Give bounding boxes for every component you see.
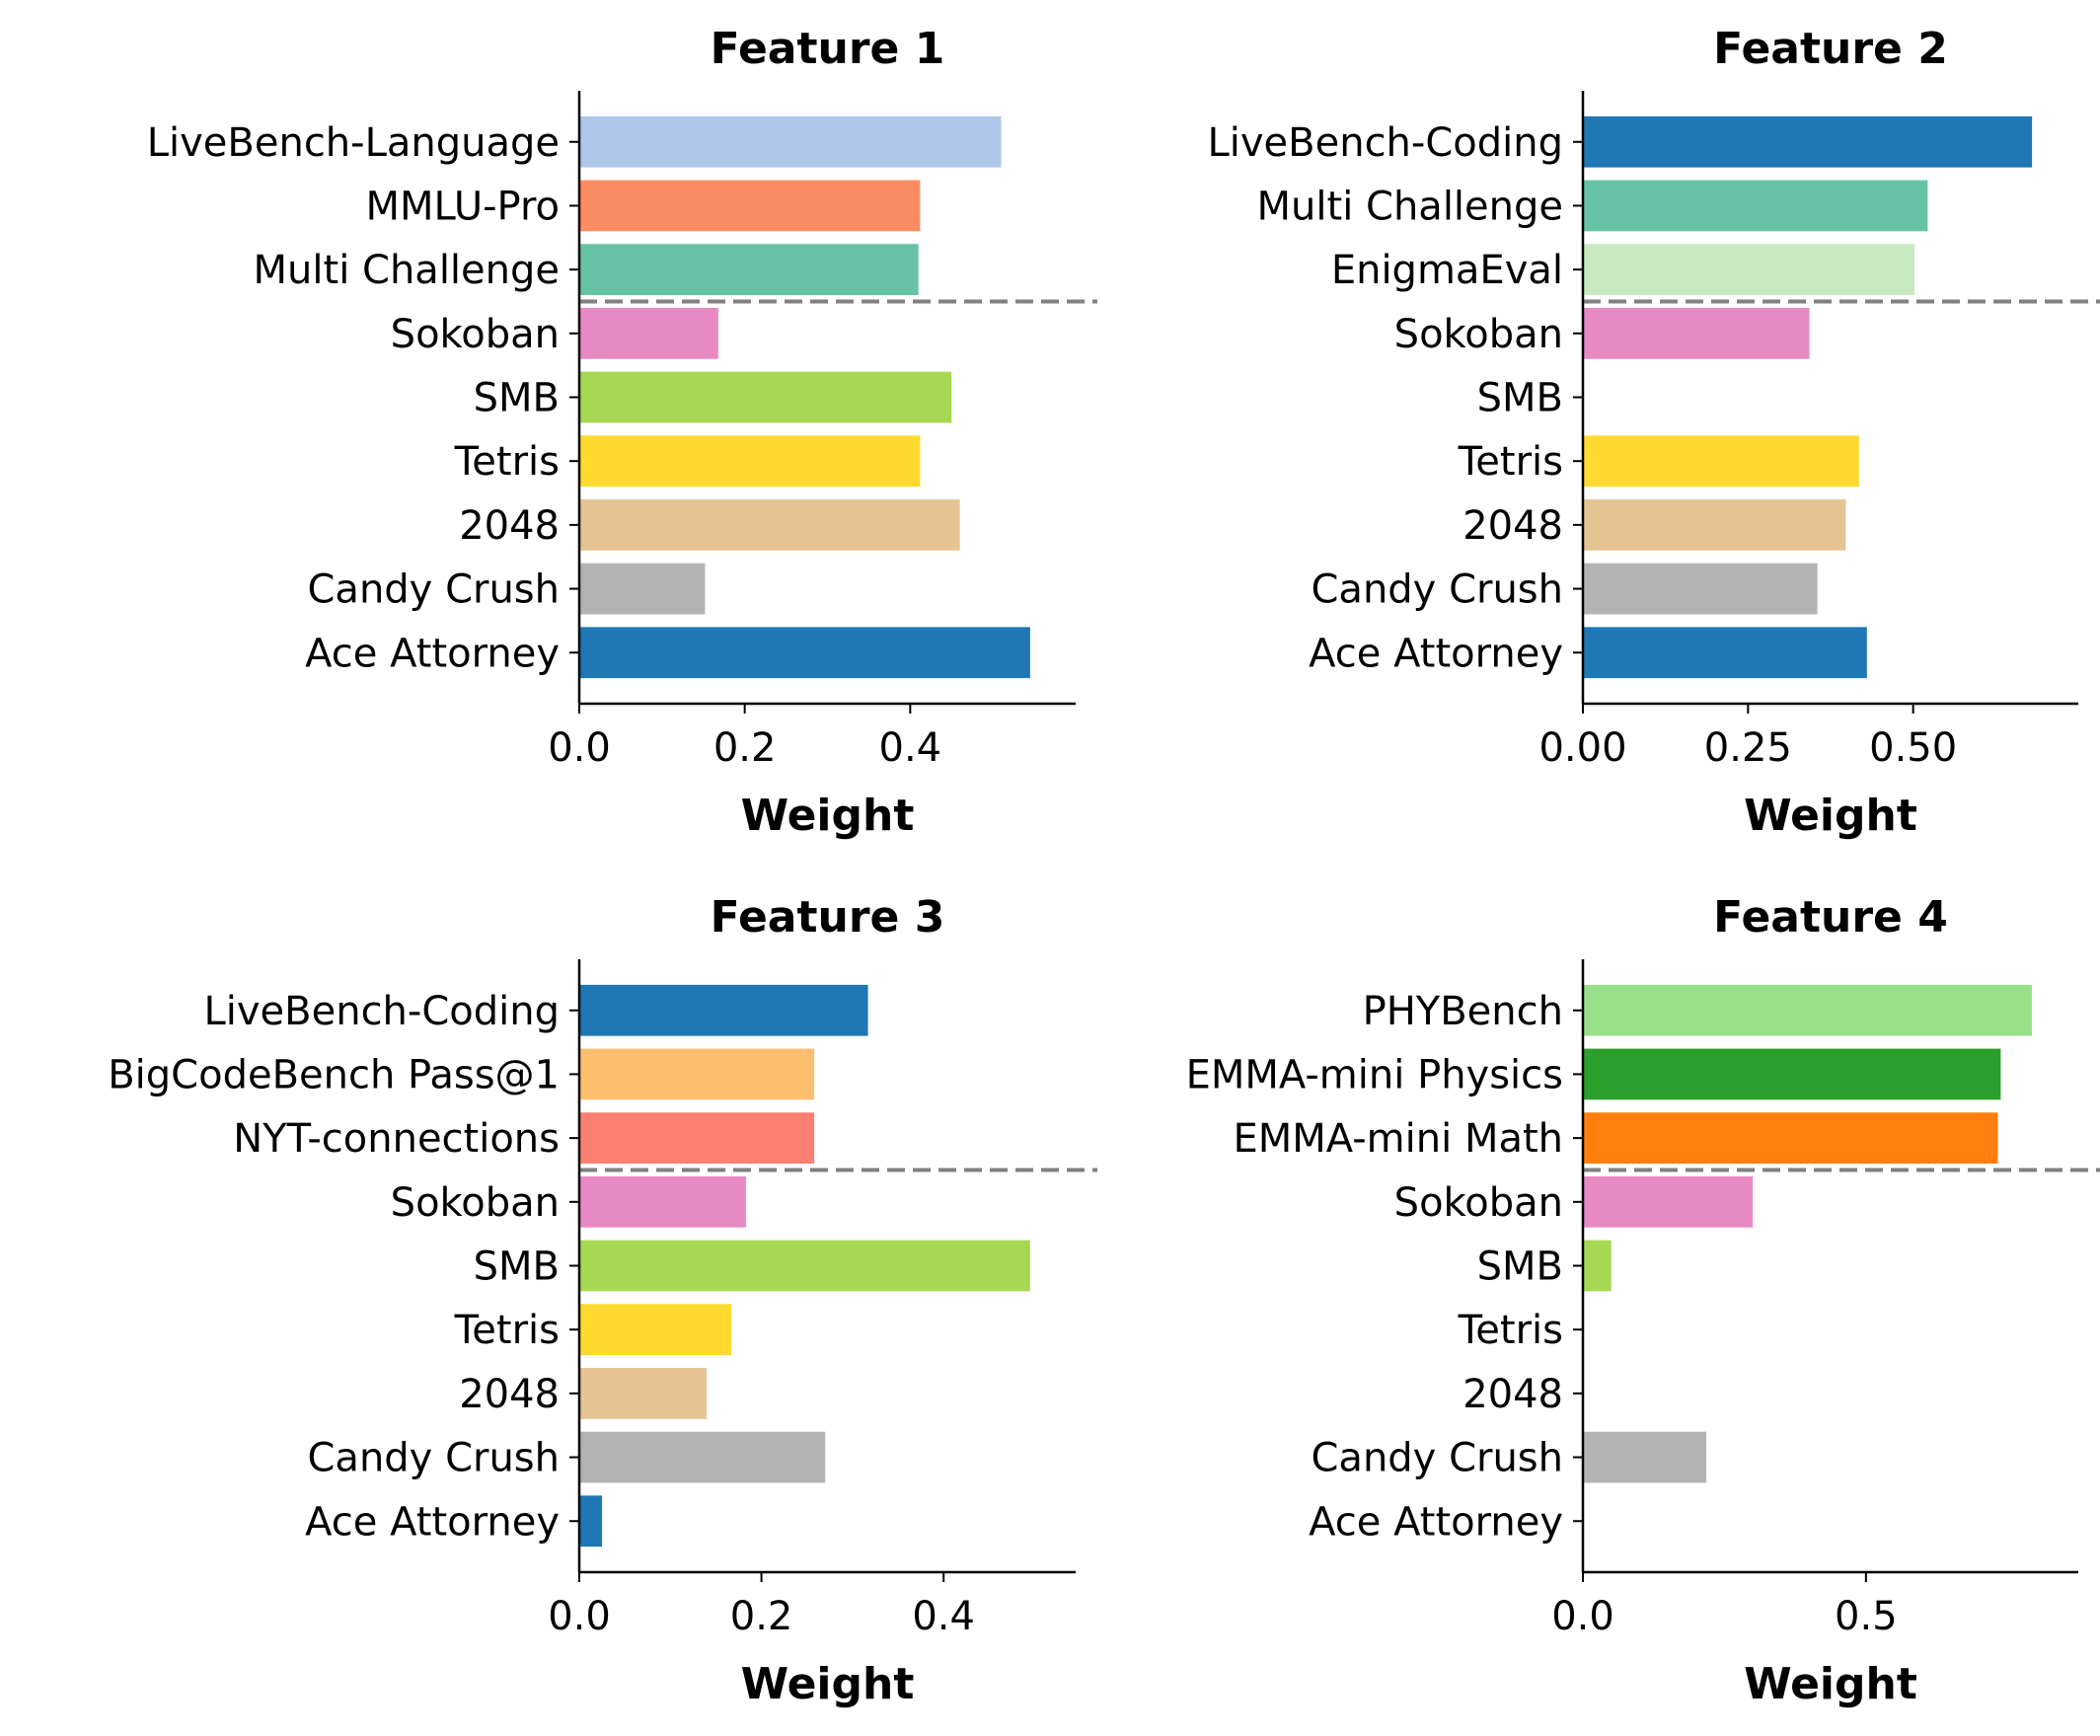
bar bbox=[1583, 180, 1928, 232]
y-tick-label: EMMA-mini Math bbox=[1233, 1116, 1563, 1162]
y-tick-label: Ace Attorney bbox=[305, 631, 560, 676]
x-tick-label: 0.5 bbox=[1835, 1594, 1898, 1639]
bar bbox=[579, 1112, 815, 1164]
x-tick-label: 0.0 bbox=[1551, 1594, 1614, 1639]
y-tick-label: LiveBench-Coding bbox=[203, 989, 560, 1034]
y-tick-label: 2048 bbox=[1462, 503, 1563, 549]
bar bbox=[579, 627, 1030, 679]
chart-panel-4: Feature 4 PHYBench EMMA-mini Physics EMMA-m… bbox=[1186, 892, 2100, 1709]
y-tick-label: 2048 bbox=[459, 503, 560, 549]
x-axis-label: Weight bbox=[1744, 1659, 1917, 1709]
x-tick-label: 0.25 bbox=[1704, 725, 1792, 771]
bar bbox=[579, 1431, 826, 1483]
bar bbox=[579, 307, 718, 359]
x-tick-label: 0.2 bbox=[730, 1594, 793, 1639]
y-tick-label: SMB bbox=[474, 1245, 560, 1290]
y-tick-label: Candy Crush bbox=[1312, 1436, 1564, 1481]
bar bbox=[1583, 1175, 1754, 1228]
y-tick-label: SMB bbox=[474, 376, 560, 421]
bar bbox=[1583, 307, 1810, 359]
chart-title: Feature 1 bbox=[711, 24, 945, 74]
y-tick-label: LiveBench-Coding bbox=[1207, 120, 1563, 166]
y-tick-label: SMB bbox=[1477, 376, 1563, 421]
chart-panel-1: Feature 1 LiveBench-Language MMLU-Pro Multi… bbox=[147, 24, 1097, 841]
y-tick-label: EnigmaEval bbox=[1331, 248, 1563, 293]
bar bbox=[1583, 1112, 1998, 1164]
y-tick-label: EMMA-mini Physics bbox=[1186, 1052, 1563, 1097]
x-tick-label: 0.4 bbox=[912, 1594, 975, 1639]
y-tick-label: Candy Crush bbox=[308, 567, 561, 613]
bar bbox=[579, 115, 1002, 168]
x-axis-label: Weight bbox=[741, 1659, 915, 1709]
bar bbox=[1583, 1048, 2001, 1100]
bar bbox=[579, 244, 919, 295]
y-tick-label: NYT-connections bbox=[233, 1116, 560, 1162]
bar bbox=[1583, 1431, 1707, 1483]
x-tick-label: 0.2 bbox=[713, 725, 777, 771]
bar bbox=[1583, 244, 1915, 295]
bar bbox=[1583, 984, 2032, 1036]
y-tick-label: SMB bbox=[1477, 1245, 1563, 1290]
bar bbox=[579, 180, 921, 232]
bar bbox=[579, 1368, 708, 1419]
y-tick-label: Sokoban bbox=[391, 1180, 560, 1226]
y-tick-label: Sokoban bbox=[1394, 1180, 1563, 1226]
chart-panel-2: Feature 2 LiveBench-Coding Multi Challenge… bbox=[1207, 24, 2100, 841]
y-tick-label: LiveBench-Language bbox=[147, 120, 560, 166]
bar bbox=[579, 435, 921, 488]
y-tick-label: Candy Crush bbox=[308, 1436, 561, 1481]
y-tick-label: Multi Challenge bbox=[1257, 184, 1563, 229]
bar bbox=[579, 1304, 732, 1356]
x-tick-label: 0.00 bbox=[1538, 725, 1626, 771]
x-tick-label: 0.4 bbox=[879, 725, 942, 771]
x-tick-label: 0.0 bbox=[548, 1594, 611, 1639]
y-tick-label: Tetris bbox=[1458, 1308, 1563, 1353]
bar bbox=[579, 1495, 603, 1547]
bar bbox=[1583, 563, 1818, 615]
x-tick-label: 0.50 bbox=[1869, 725, 1957, 771]
chart-title: Feature 3 bbox=[711, 892, 945, 943]
y-tick-label: 2048 bbox=[1462, 1372, 1563, 1417]
y-tick-label: 2048 bbox=[459, 1372, 560, 1417]
bar bbox=[1583, 499, 1846, 551]
y-tick-label: Tetris bbox=[1458, 439, 1563, 485]
chart-title: Feature 4 bbox=[1713, 892, 1948, 943]
y-tick-label: Multi Challenge bbox=[254, 248, 560, 293]
chart-title: Feature 2 bbox=[1713, 24, 1948, 74]
bar bbox=[579, 1048, 815, 1100]
x-tick-label: 0.0 bbox=[548, 725, 611, 771]
bar bbox=[1583, 1240, 1612, 1292]
y-tick-label: PHYBench bbox=[1363, 989, 1563, 1034]
bar bbox=[579, 563, 706, 615]
y-tick-label: Sokoban bbox=[1394, 312, 1563, 357]
x-axis-label: Weight bbox=[1744, 791, 1917, 841]
bar bbox=[579, 1240, 1030, 1292]
bar bbox=[579, 371, 952, 423]
bar bbox=[579, 499, 960, 551]
y-tick-label: Ace Attorney bbox=[305, 1499, 560, 1545]
bar bbox=[1583, 627, 1867, 679]
bar bbox=[1583, 435, 1859, 488]
chart-panel-3: Feature 3 LiveBench-Coding BigCodeBench Pa… bbox=[108, 892, 1097, 1709]
bar bbox=[579, 984, 868, 1036]
y-tick-label: Tetris bbox=[454, 1308, 560, 1353]
bar bbox=[579, 1175, 746, 1228]
y-tick-label: Ace Attorney bbox=[1309, 631, 1563, 676]
y-tick-label: MMLU-Pro bbox=[366, 184, 560, 229]
y-tick-label: Tetris bbox=[454, 439, 560, 485]
x-axis-label: Weight bbox=[741, 791, 915, 841]
y-tick-label: Candy Crush bbox=[1312, 567, 1564, 613]
y-tick-label: Sokoban bbox=[391, 312, 560, 357]
bar bbox=[1583, 115, 2033, 168]
y-tick-label: BigCodeBench Pass@1 bbox=[108, 1052, 560, 1097]
y-tick-label: Ace Attorney bbox=[1309, 1499, 1563, 1545]
